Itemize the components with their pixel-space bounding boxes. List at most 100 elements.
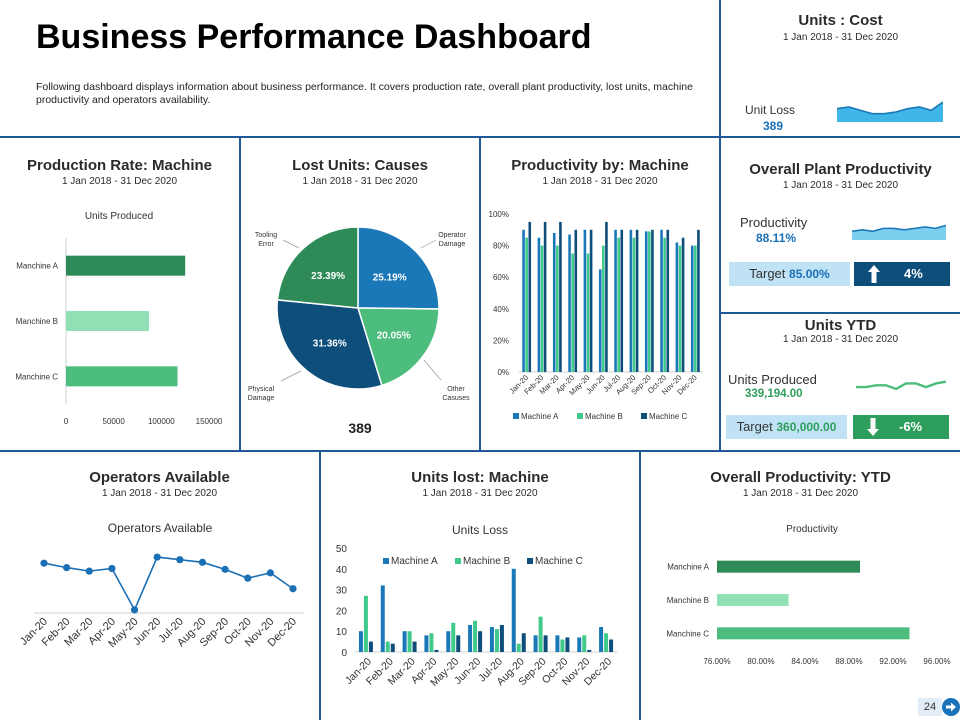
divider — [0, 450, 960, 452]
bar — [525, 237, 528, 372]
productivity-target-box: Target 85.00% — [729, 262, 850, 286]
data-point — [244, 574, 252, 582]
bar — [537, 237, 541, 372]
bar — [681, 237, 685, 372]
bar — [540, 245, 544, 372]
pie-slice — [276, 299, 383, 390]
operators-chart: Operators AvailableJan-20Feb-20Mar-20Apr… — [18, 521, 304, 650]
bar — [609, 639, 614, 652]
productivity-sparkline — [852, 224, 946, 240]
bar — [598, 269, 602, 372]
sparkline-line — [837, 101, 943, 115]
overall-productivity-date: 1 Jan 2018 - 31 Dec 2020 — [742, 488, 859, 499]
pie-category-label: Physical — [248, 386, 275, 393]
category-label: Manchine A — [667, 563, 709, 572]
divider — [721, 136, 960, 138]
bar — [358, 631, 363, 652]
bar — [635, 229, 639, 372]
lost-units-title: Lost Units: Causes — [292, 157, 428, 174]
category-label: Manchine B — [667, 596, 709, 605]
productivity-delta-box: 4% — [854, 262, 950, 286]
data-point — [198, 558, 207, 566]
productivity-machine-title: Productivity by: Machine — [511, 157, 689, 174]
pie-category-label: Tooling — [255, 232, 277, 239]
legend-swatch — [383, 558, 389, 564]
x-tick-label: 88.00% — [835, 657, 862, 666]
productivity-machine-date: 1 Jan 2018 - 31 Dec 2020 — [542, 176, 658, 187]
production-rate-chart: Units Produced Manchine A Manchine B Manchi… — [15, 211, 223, 426]
data-point — [221, 565, 229, 573]
x-tick-label: 92.00% — [879, 657, 906, 666]
header-panel: Business Performance Dashboard Following… — [0, 0, 719, 136]
x-tick-label: 84.00% — [791, 657, 818, 666]
legend-swatch — [455, 558, 461, 564]
units-delta: -6% — [899, 419, 923, 434]
x-tick-label: 100000 — [148, 417, 175, 426]
bar — [489, 627, 494, 652]
units-target-label: Target — [736, 419, 773, 434]
bar — [690, 245, 694, 372]
x-tick-label: 150000 — [196, 417, 223, 426]
bar — [587, 649, 592, 652]
y-tick-label: 40 — [336, 565, 348, 576]
bar — [516, 643, 521, 652]
divider — [639, 452, 641, 720]
bar — [582, 635, 587, 652]
arrow-right-icon — [946, 702, 956, 712]
divider — [721, 312, 960, 314]
divider — [719, 0, 721, 450]
units-target-value: 360,000.00 — [776, 420, 837, 434]
bar — [402, 631, 407, 652]
bar — [666, 229, 670, 372]
legend-label: Machine A — [391, 556, 438, 567]
divider — [319, 452, 321, 720]
divider — [0, 136, 721, 138]
bar — [412, 641, 417, 652]
bar — [589, 229, 593, 372]
category-label: Manchine C — [666, 629, 709, 638]
leader-line — [423, 359, 442, 381]
lost-units-pie-chart: 25.19% Operator Damage 20.05% Other Casuses 31… — [248, 226, 470, 402]
pie-slice — [276, 226, 359, 309]
pie-slice — [357, 226, 440, 310]
page-title: Business Performance Dashboard — [36, 18, 592, 56]
y-tick-label: 20% — [493, 336, 509, 345]
bar — [651, 229, 654, 372]
bar — [675, 242, 679, 372]
bar — [363, 595, 368, 652]
bar — [552, 232, 556, 372]
pie-category-label: Damage — [439, 241, 466, 248]
data-point — [153, 553, 161, 561]
legend-label: Machine B — [463, 556, 511, 567]
data-point — [289, 585, 297, 593]
pie-category-label: Other — [447, 386, 465, 393]
bar — [528, 221, 532, 372]
legend-swatch — [527, 558, 533, 564]
bar — [678, 245, 682, 372]
x-tick-label: 96.00% — [923, 657, 950, 666]
units-delta-box: -6% — [853, 415, 949, 439]
sparkline-area — [852, 225, 946, 240]
pie-value-label: 25.19% — [373, 273, 407, 284]
leader-line — [282, 239, 300, 249]
bar — [478, 631, 483, 652]
bar — [368, 641, 373, 652]
units-ytd-date: 1 Jan 2018 - 31 Dec 2020 — [782, 334, 899, 345]
pie-value-label: 23.39% — [311, 271, 345, 282]
legend-swatch — [577, 413, 583, 419]
bar — [717, 594, 789, 606]
next-page-button[interactable] — [942, 698, 960, 716]
y-tick-label: 80% — [493, 242, 509, 251]
y-tick-label: 10 — [336, 627, 348, 638]
pie-value-label: 20.05% — [377, 331, 411, 342]
units-sparkline — [856, 380, 946, 391]
y-tick-label: 60% — [493, 273, 509, 282]
bar — [617, 237, 620, 372]
bar — [559, 221, 562, 372]
leader-line — [420, 239, 437, 249]
bar — [499, 624, 504, 652]
bar — [574, 229, 578, 372]
page-description: Following dashboard displays information… — [36, 81, 693, 106]
bar — [614, 229, 617, 372]
bar — [66, 366, 178, 387]
